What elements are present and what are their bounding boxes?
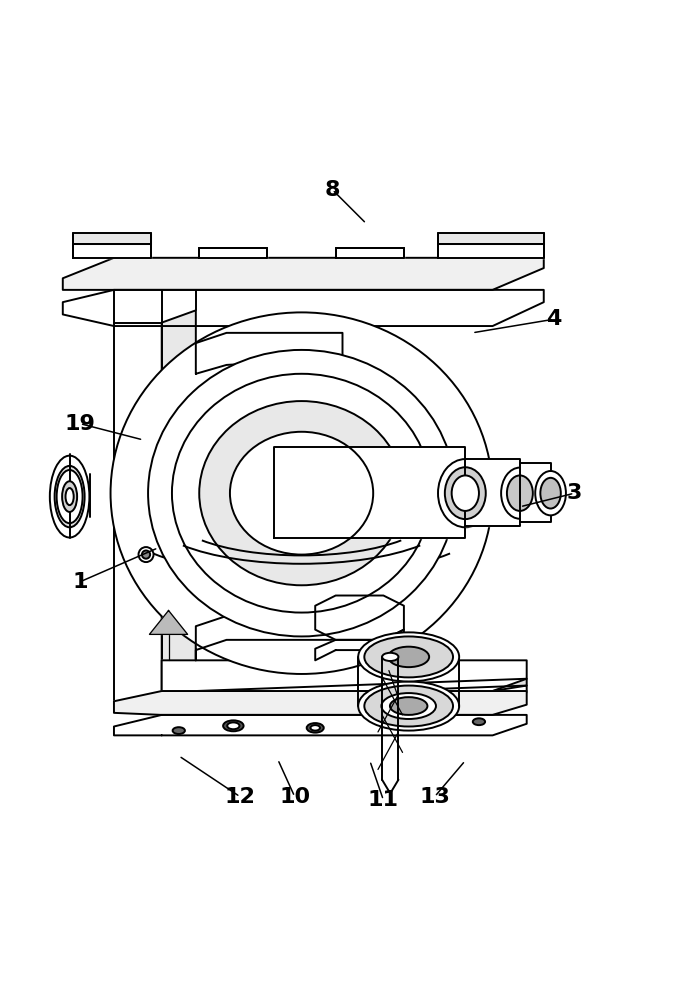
Polygon shape: [114, 691, 527, 715]
Text: 4: 4: [547, 309, 562, 329]
Ellipse shape: [382, 653, 399, 661]
Polygon shape: [196, 679, 527, 698]
Ellipse shape: [382, 693, 436, 719]
Polygon shape: [162, 686, 527, 705]
Text: 8: 8: [325, 180, 340, 200]
Polygon shape: [196, 616, 342, 660]
Ellipse shape: [507, 475, 533, 511]
Ellipse shape: [62, 481, 77, 512]
Ellipse shape: [230, 432, 373, 555]
Ellipse shape: [388, 647, 429, 667]
Polygon shape: [315, 596, 404, 640]
Ellipse shape: [310, 725, 320, 731]
Ellipse shape: [55, 466, 85, 527]
Ellipse shape: [451, 475, 479, 511]
Ellipse shape: [110, 312, 493, 674]
Ellipse shape: [473, 718, 485, 725]
Ellipse shape: [364, 686, 453, 726]
Ellipse shape: [438, 459, 493, 527]
Polygon shape: [227, 616, 342, 640]
Polygon shape: [196, 364, 227, 626]
Polygon shape: [274, 447, 465, 538]
Ellipse shape: [50, 456, 90, 538]
Polygon shape: [63, 258, 544, 290]
Text: 3: 3: [566, 483, 582, 503]
Polygon shape: [114, 715, 527, 735]
Ellipse shape: [364, 636, 453, 677]
Text: 13: 13: [419, 787, 450, 807]
Polygon shape: [196, 333, 342, 374]
Ellipse shape: [540, 478, 561, 509]
Polygon shape: [336, 248, 404, 258]
Polygon shape: [438, 233, 544, 244]
Ellipse shape: [307, 723, 324, 733]
Ellipse shape: [66, 488, 74, 505]
Ellipse shape: [199, 401, 404, 585]
Ellipse shape: [501, 468, 538, 519]
Polygon shape: [114, 694, 196, 705]
Polygon shape: [73, 244, 151, 258]
Text: 19: 19: [64, 414, 95, 434]
Text: 1: 1: [72, 572, 88, 592]
Polygon shape: [114, 323, 162, 705]
Ellipse shape: [57, 470, 83, 523]
Ellipse shape: [138, 547, 153, 562]
Ellipse shape: [445, 467, 486, 519]
Ellipse shape: [358, 632, 459, 681]
Polygon shape: [149, 611, 188, 634]
Ellipse shape: [358, 681, 459, 731]
Ellipse shape: [535, 471, 566, 515]
Ellipse shape: [142, 550, 150, 559]
Ellipse shape: [401, 718, 421, 729]
Polygon shape: [520, 463, 551, 522]
Ellipse shape: [223, 720, 244, 731]
Ellipse shape: [405, 720, 417, 727]
Polygon shape: [438, 244, 544, 258]
Polygon shape: [199, 248, 267, 258]
Ellipse shape: [172, 374, 431, 613]
Polygon shape: [315, 630, 404, 660]
Text: 12: 12: [225, 787, 256, 807]
Ellipse shape: [390, 697, 427, 715]
Polygon shape: [162, 660, 527, 691]
Text: 10: 10: [279, 787, 310, 807]
Polygon shape: [162, 310, 196, 705]
Polygon shape: [73, 233, 151, 244]
Polygon shape: [63, 290, 544, 326]
Polygon shape: [465, 459, 520, 526]
Text: 11: 11: [368, 790, 399, 810]
Ellipse shape: [173, 727, 185, 734]
Ellipse shape: [148, 350, 455, 636]
Ellipse shape: [227, 722, 240, 729]
